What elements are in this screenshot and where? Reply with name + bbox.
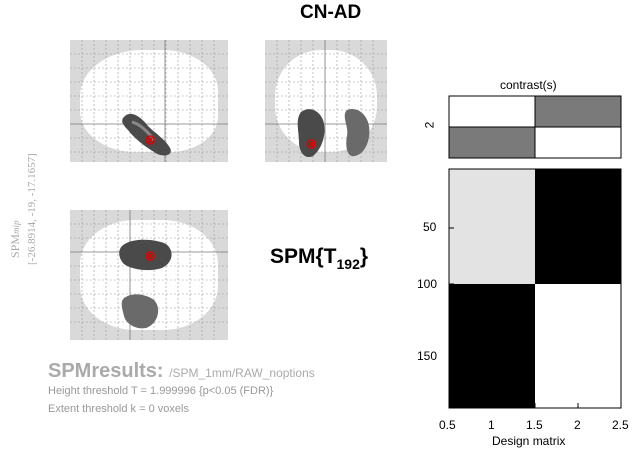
design-cell-2-1 [449,284,535,408]
contrast-index: 2 [422,121,437,129]
spm-mip-main: SPM [8,233,22,258]
dm-xtick-2: 2 [574,418,581,432]
spm-mip-sub: mip [11,220,21,234]
sagittal-blob [122,113,171,156]
design-matrix-xlabel: Design matrix [492,434,566,448]
spm-results-path: /SPM_1mm/RAW_noptions [169,366,315,380]
glass-brain-sagittal[interactable] [70,40,228,162]
statistic-close: } [359,245,369,268]
design-cell-1-1 [449,169,535,284]
dm-xtick-2.5: 2.5 [612,418,629,432]
statistic-label: SPM{T192} [270,245,368,272]
height-threshold: Height threshold T = 1.999996 {p<0.05 (F… [48,385,274,397]
dm-ytick-50: 50 [423,220,437,234]
dm-xtick-1: 1 [488,418,495,432]
contrast-title: CN-AD [300,2,362,23]
spm-mip-label: SPMmip [8,220,23,258]
cursor-coordinates: [-26.8914, -19, -17.1657] [26,153,38,265]
sagittal-grid [70,40,228,162]
glass-brain-axial[interactable] [70,210,228,340]
contrast-bars[interactable] [448,95,623,160]
axial-cursor [145,251,155,261]
contrast-weight-1 [448,126,536,159]
contrast-label: contrast(s) [500,78,557,92]
coronal-blob-left [297,109,325,158]
extent-threshold: Extent threshold k = 0 voxels [48,403,189,415]
design-matrix[interactable] [448,168,623,413]
coronal-cursor [306,139,316,149]
dm-xtick-1.5: 1.5 [526,418,543,432]
axial-grid [70,210,228,340]
contrast-weight-2 [534,95,622,128]
glass-brain-coronal[interactable] [265,40,387,162]
dm-ytick-100: 100 [417,277,438,291]
design-cell-1-2 [535,169,621,284]
spm-results-heading: SPMresults: /SPM_1mm/RAW_noptions [48,360,315,383]
statistic-main: SPM{T [270,245,337,268]
coronal-grid [265,40,387,162]
axial-blob-bottom [121,294,159,329]
spm-results-title: SPMresults: [48,360,164,382]
statistic-df: 192 [336,256,360,272]
dm-ytick-150: 150 [417,349,438,363]
coronal-blob-right [344,108,370,157]
dm-xtick-0.5: 0.5 [439,418,456,432]
sagittal-cursor [145,135,155,145]
design-cell-2-2 [535,284,621,408]
